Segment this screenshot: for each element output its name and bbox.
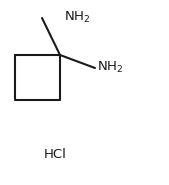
Text: HCl: HCl bbox=[44, 149, 66, 162]
Text: NH$_2$: NH$_2$ bbox=[97, 59, 123, 75]
Text: NH$_2$: NH$_2$ bbox=[64, 10, 90, 25]
